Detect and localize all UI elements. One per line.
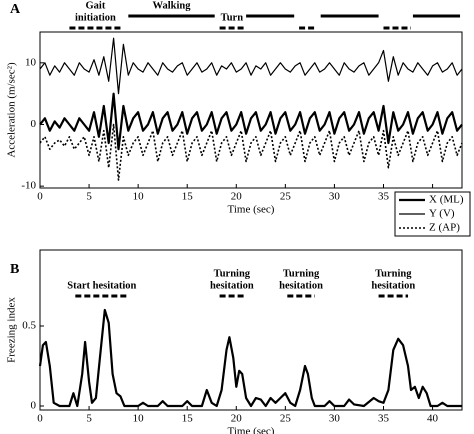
x-tick-label: 35 [378,191,390,203]
segment-label: hesitation [210,280,254,291]
x-axis-label: Time (sec) [228,204,275,216]
x-tick-label: 15 [182,413,194,425]
segment-label: Turning [283,268,320,279]
segment-label: Walking [153,0,192,11]
y-axis-label: Acceleration (m/sec²) [6,62,18,158]
segment-label: initiation [75,12,116,23]
x-tick-label: 30 [329,191,341,203]
x-tick-label: 0 [37,191,43,203]
y-axis-label: Freezing index [6,297,18,363]
plot-frame [39,31,463,189]
panel-label: B [10,262,19,277]
x-tick-label: 40 [427,413,439,425]
data-line [39,37,463,95]
x-tick-label: 10 [133,191,145,203]
x-axis-label: Time (sec) [228,426,275,434]
y-tick-label: 10 [25,56,37,68]
segment-label: Turn [221,12,244,23]
data-line [39,92,463,151]
y-tick-label: 0.5 [22,320,36,332]
x-tick-label: 35 [378,413,390,425]
legend-label: Z (AP) [429,222,460,234]
x-tick-label: 20 [231,413,243,425]
x-tick-label: 25 [280,413,292,425]
x-tick-label: 20 [231,191,243,203]
legend-label: X (ML) [429,194,464,206]
x-tick-label: 15 [182,191,194,203]
x-tick-label: 0 [37,413,43,425]
y-tick-label: 0 [31,118,37,130]
data-line [38,308,462,408]
segment-label: hesitation [371,280,415,291]
segment-label: Start hesitation [67,280,136,291]
x-tick-label: 5 [86,413,92,425]
legend-label: Y (V) [429,208,455,220]
segment-label: Turning [375,268,412,279]
x-tick-label: 5 [86,191,92,203]
x-tick-label: 10 [133,413,145,425]
segment-label: hesitation [279,280,323,291]
panel-label: A [10,2,21,17]
x-tick-label: 25 [280,191,292,203]
y-tick-label: 0 [31,400,37,412]
data-line [39,123,463,181]
x-tick-label: 30 [329,413,341,425]
segment-label: Turning [214,268,251,279]
segment-label: Gait [86,0,106,11]
y-tick-label: -10 [21,180,36,192]
plot-frame [39,249,463,411]
